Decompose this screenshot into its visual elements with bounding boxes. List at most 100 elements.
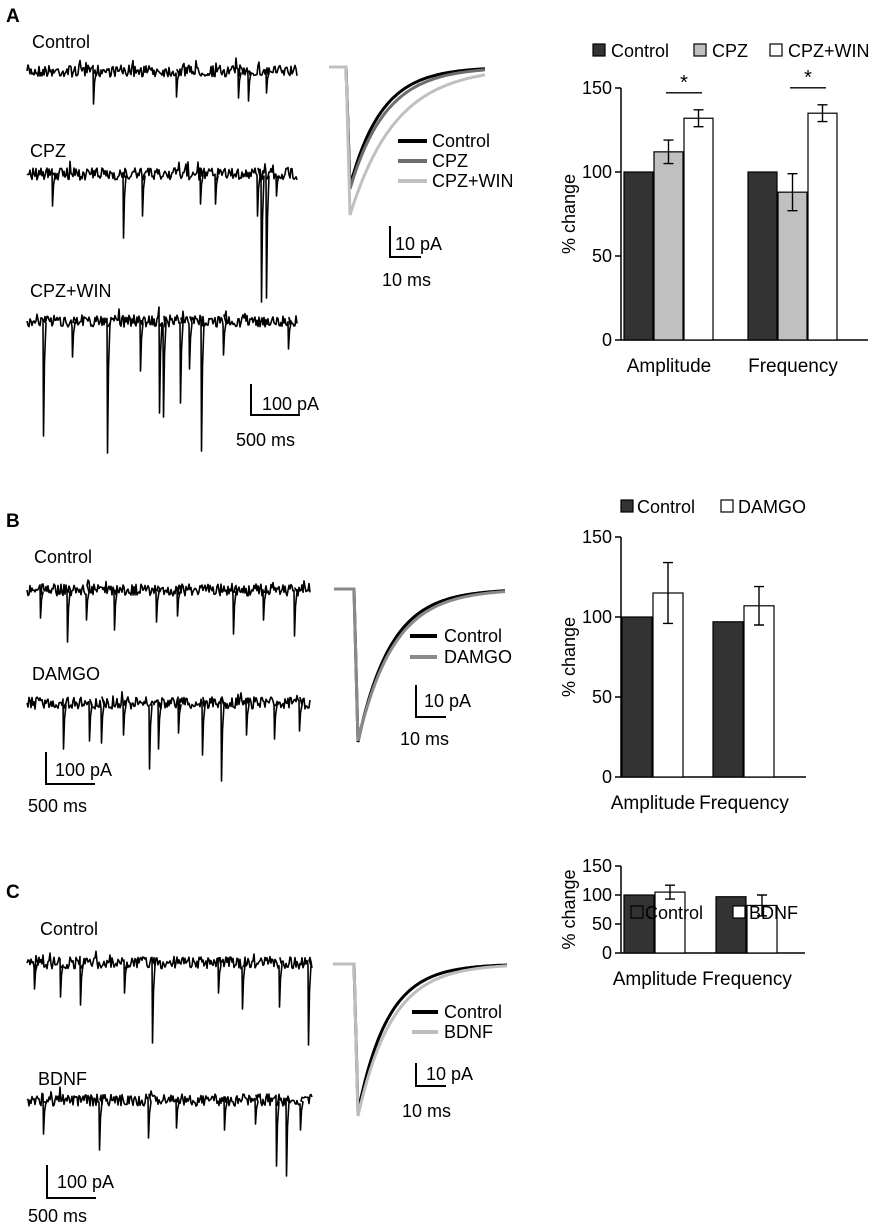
legend-label-a-2: CPZ+WIN (788, 41, 870, 61)
overlay-scale-bar-a (389, 226, 421, 258)
y-tick-label-b-3: 150 (582, 527, 612, 547)
overlay-legend-label-a-1: CPZ (432, 151, 468, 171)
legend-swatch-c-0 (630, 905, 644, 919)
trace-label-a-0: Control (32, 32, 90, 52)
category-label-a-0: Amplitude (627, 356, 712, 377)
y-tick-label-b-0: 0 (602, 767, 612, 787)
legend-swatch-a-1 (693, 43, 707, 57)
scale-y-label-c: 100 pA (57, 1172, 114, 1192)
panel-a: A Control CPZ CPZ+WIN 100 pA 500 ms Cont… (6, 6, 870, 454)
y-axis-label-c: % change (559, 869, 579, 949)
bar-chart-c: 0 50 100 150% change Amplitude Frequency Contr… (559, 856, 805, 990)
overlay-scale-bar-c (415, 1063, 446, 1087)
legend-label-c-1: BDNF (749, 903, 798, 923)
trace-a-control (26, 57, 298, 105)
y-tick-label-a-1: 50 (592, 246, 612, 266)
overlay-scale-x-a: 10 ms (382, 270, 431, 290)
overlay-scale-bar-b (415, 685, 446, 718)
scale-y-label-a: 100 pA (262, 394, 319, 414)
bar-a-frequency-1 (777, 191, 808, 341)
bar-c-amplitude-1 (654, 891, 686, 954)
bar-a-frequency-0 (747, 171, 778, 341)
overlay-c: Control BDNF 10 pA 10 ms (333, 962, 508, 1121)
legend-label-a-1: CPZ (712, 41, 748, 61)
overlay-legend-label-a-0: Control (432, 131, 490, 151)
bar-chart-a: 0 50 100 150 % change Amplitude * Frequency * Con… (559, 41, 870, 377)
overlay-trace-b-1 (334, 587, 506, 742)
legend-swatch-b-0 (620, 499, 634, 513)
scale-y-label-b: 100 pA (55, 760, 112, 780)
category-label-a-1: Frequency (748, 356, 838, 377)
overlay-scale-x-b: 10 ms (400, 729, 449, 749)
error-bar-a-frequency-2 (817, 104, 828, 123)
bar-b-frequency-0 (712, 621, 744, 778)
overlay-trace-c-0 (333, 962, 508, 1113)
legend-swatch-b-1 (720, 499, 734, 513)
overlay-scale-x-c: 10 ms (402, 1101, 451, 1121)
error-bar-a-amplitude-1 (663, 139, 674, 165)
legend-label-b-1: DAMGO (738, 497, 806, 517)
overlay-legend-label-c-0: Control (444, 1002, 502, 1022)
y-tick-label-b-1: 50 (592, 687, 612, 707)
trace-a-cpz-win (26, 306, 298, 454)
overlay-trace-a-2 (329, 65, 486, 216)
panel-c: C Control BDNF 100 pA 500 ms Control BDN… (6, 856, 805, 1226)
overlay-trace-a-0 (329, 65, 486, 187)
scale-x-label-b: 500 ms (28, 796, 87, 816)
overlay-legend-label-c-1: BDNF (444, 1022, 493, 1042)
overlay-scale-y-c: 10 pA (426, 1064, 473, 1084)
trace-scale-bar-c: 100 pA 500 ms (28, 1165, 114, 1226)
y-tick-label-b-2: 100 (582, 607, 612, 627)
trace-scale-bar-b: 100 pA 500 ms (28, 752, 112, 816)
legend-label-a-0: Control (611, 41, 669, 61)
overlay-b: Control DAMGO 10 pA 10 ms (334, 587, 512, 749)
y-tick-label-c-2: 100 (582, 885, 612, 905)
overlay-a: Control CPZ CPZ+WIN 10 pA 10 ms (329, 65, 514, 290)
overlay-legend-label-b-0: Control (444, 626, 502, 646)
bar-a-amplitude-1 (653, 151, 684, 341)
error-bar-a-frequency-1 (787, 172, 798, 212)
overlay-trace-a-1 (329, 65, 486, 190)
y-tick-label-c-1: 50 (592, 914, 612, 934)
trace-c-control (26, 950, 313, 1046)
category-label-b-1: Frequency (699, 793, 789, 814)
bar-b-amplitude-0 (621, 616, 653, 778)
trace-c-bdnf (26, 1086, 313, 1177)
error-bar-b-amplitude-1 (663, 561, 673, 625)
category-label-c-0: Amplitude (613, 969, 698, 990)
legend-label-b-0: Control (637, 497, 695, 517)
bar-chart-b: 0 50 100 150 % change Amplitude Frequency Contr… (559, 497, 806, 814)
panel-b: B Control DAMGO 100 pA 500 ms Control DA… (6, 497, 806, 816)
y-tick-label-c-3: 150 (582, 856, 612, 876)
overlay-scale-y-b: 10 pA (424, 691, 471, 711)
trace-scale-bar-a: 100 pA 500 ms (236, 384, 319, 450)
bar-a-amplitude-0 (623, 171, 654, 341)
y-tick-label-a-3: 150 (582, 78, 612, 98)
bar-c-amplitude-0 (623, 894, 655, 954)
legend-label-c-0: Control (645, 903, 703, 923)
y-tick-label-a-2: 100 (582, 162, 612, 182)
scale-x-label-a: 500 ms (236, 430, 295, 450)
bar-c-frequency-0 (715, 896, 747, 954)
overlay-legend-label-b-1: DAMGO (444, 647, 512, 667)
bar-a-frequency-2 (807, 112, 838, 341)
scale-x-label-c: 500 ms (28, 1206, 87, 1226)
trace-b-control (26, 579, 311, 643)
trace-b-damgo (26, 691, 311, 782)
trace-label-c-1: BDNF (38, 1069, 87, 1089)
error-bar-a-amplitude-2 (693, 109, 704, 128)
trace-label-b-0: Control (34, 547, 92, 567)
category-label-b-0: Amplitude (611, 793, 696, 814)
trace-label-a-1: CPZ (30, 141, 66, 161)
overlay-trace-c-1 (333, 962, 508, 1117)
overlay-legend-label-a-2: CPZ+WIN (432, 171, 514, 191)
trace-a-cpz (26, 160, 298, 303)
y-tick-label-c-0: 0 (602, 943, 612, 963)
y-axis-label-a: % change (559, 174, 579, 254)
significance-star-a-0: * (680, 72, 688, 94)
trace-label-a-2: CPZ+WIN (30, 281, 112, 301)
y-axis-label-b: % change (559, 617, 579, 697)
legend-swatch-a-2 (769, 43, 783, 57)
y-tick-label-a-0: 0 (602, 330, 612, 350)
